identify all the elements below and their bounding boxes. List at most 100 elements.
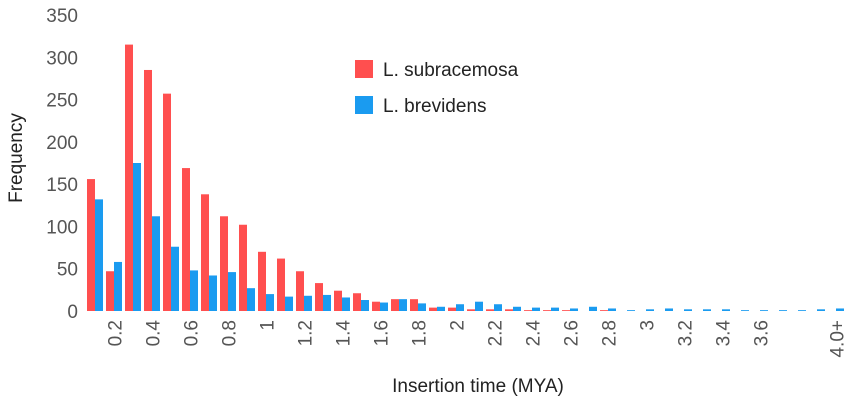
bar-subracemosa: [201, 194, 209, 311]
bar-brevidens: [247, 288, 255, 311]
bar-brevidens: [608, 308, 616, 311]
bar-brevidens: [437, 306, 445, 311]
bar-brevidens: [589, 306, 597, 311]
bar-brevidens: [304, 295, 312, 311]
x-tick-label: 3.2: [676, 320, 697, 346]
bar-subracemosa: [163, 93, 171, 312]
x-tick-label: 1.6: [372, 320, 393, 346]
bar-brevidens: [361, 300, 369, 311]
bar-subracemosa: [144, 69, 152, 311]
x-tick-label: 1: [258, 320, 279, 331]
x-tick-label: 2.4: [524, 320, 545, 347]
x-tick-label: 3.6: [752, 320, 773, 346]
y-tick-label: 0: [67, 302, 78, 323]
legend-swatch-subracemosa: [355, 60, 373, 78]
y-tick-label: 300: [46, 48, 78, 69]
bar-brevidens: [665, 308, 673, 311]
bar-brevidens: [418, 303, 426, 311]
legend-label-subracemosa: L. subracemosa: [383, 60, 519, 81]
y-tick-label: 250: [46, 91, 78, 112]
x-tick-label: 1.2: [296, 320, 317, 346]
bar-brevidens: [513, 306, 521, 311]
legend-swatch-brevidens: [355, 96, 373, 114]
bar-subracemosa: [524, 310, 532, 311]
bar-brevidens: [532, 307, 540, 311]
bar-subracemosa: [410, 299, 418, 311]
x-tick-label: 1.8: [410, 320, 431, 346]
x-tick-label: 0.2: [106, 320, 127, 346]
bar-subracemosa: [220, 216, 228, 311]
bar-brevidens: [779, 310, 787, 311]
bar-brevidens: [209, 275, 217, 311]
bar-subracemosa: [467, 309, 475, 311]
bar-brevidens: [266, 294, 274, 311]
bar-brevidens: [646, 309, 654, 311]
y-axis-ticks: 0 50 100 150 200 250 300 350: [46, 6, 78, 323]
bar-subracemosa: [391, 299, 399, 311]
bar-subracemosa: [125, 44, 133, 311]
bar-brevidens: [323, 294, 331, 311]
bar-subracemosa: [486, 309, 494, 311]
bar-brevidens: [684, 309, 692, 311]
y-tick-label: 100: [46, 217, 78, 238]
bar-brevidens: [399, 299, 407, 311]
bar-subracemosa: [182, 168, 190, 311]
bar-subracemosa: [353, 293, 361, 311]
x-axis-title: Insertion time (MYA): [392, 376, 564, 397]
bar-brevidens: [171, 246, 179, 311]
x-tick-label: 0.8: [220, 320, 241, 346]
bar-brevidens: [380, 302, 388, 311]
bar-subracemosa: [562, 310, 570, 311]
y-tick-label: 50: [57, 260, 78, 281]
bar-brevidens: [570, 308, 578, 311]
x-tick-label: 0.4: [144, 320, 165, 347]
bars-layer: [87, 44, 844, 312]
bar-brevidens: [133, 163, 141, 311]
bar-brevidens: [494, 304, 502, 311]
x-tick-label: 3.4: [714, 320, 735, 347]
y-tick-label: 150: [46, 175, 78, 196]
bar-subracemosa: [600, 310, 608, 311]
bar-brevidens: [114, 261, 122, 311]
bar-brevidens: [152, 216, 160, 311]
x-tick-label: 3: [638, 320, 659, 331]
bar-brevidens: [627, 310, 635, 311]
bar-brevidens: [817, 309, 825, 311]
bar-subracemosa: [277, 258, 285, 311]
bar-brevidens: [760, 310, 768, 311]
bar-subracemosa: [448, 307, 456, 311]
x-tick-label: 2.2: [486, 320, 507, 346]
bar-subracemosa: [334, 290, 342, 311]
legend-label-brevidens: L. brevidens: [383, 96, 487, 117]
bar-brevidens: [798, 310, 806, 311]
x-tick-label: 0.6: [182, 320, 203, 346]
bar-brevidens: [551, 307, 559, 311]
bar-brevidens: [342, 297, 350, 311]
bar-subracemosa: [87, 179, 95, 311]
bar-subracemosa: [296, 271, 304, 311]
bar-subracemosa: [505, 309, 513, 311]
y-axis-title: Frequency: [6, 113, 27, 203]
bar-brevidens: [228, 272, 236, 311]
bar-brevidens: [456, 304, 464, 311]
y-tick-label: 200: [46, 133, 78, 154]
x-tick-label: 2: [448, 320, 469, 331]
x-tick-label: 4.0+: [828, 320, 849, 358]
x-tick-label: 2.6: [562, 320, 583, 346]
bar-brevidens: [475, 301, 483, 311]
bar-brevidens: [703, 309, 711, 311]
bar-subracemosa: [106, 271, 114, 311]
bar-subracemosa: [372, 301, 380, 311]
bar-subracemosa: [315, 283, 323, 311]
bar-subracemosa: [429, 307, 437, 311]
bar-subracemosa: [239, 224, 247, 311]
legend: L. subracemosa L. brevidens: [355, 60, 519, 117]
y-tick-label: 350: [46, 6, 78, 27]
bar-brevidens: [95, 199, 103, 311]
x-tick-label: 2.8: [600, 320, 621, 346]
bar-brevidens: [190, 270, 198, 311]
x-axis-ticks: 0.2 0.4 0.6 0.8 1 1.2 1.4 1.6 1.8 2 2.2 2.4 2.6 2.8 3 3…: [106, 320, 849, 358]
bar-brevidens: [741, 310, 749, 311]
bar-brevidens: [836, 308, 844, 311]
